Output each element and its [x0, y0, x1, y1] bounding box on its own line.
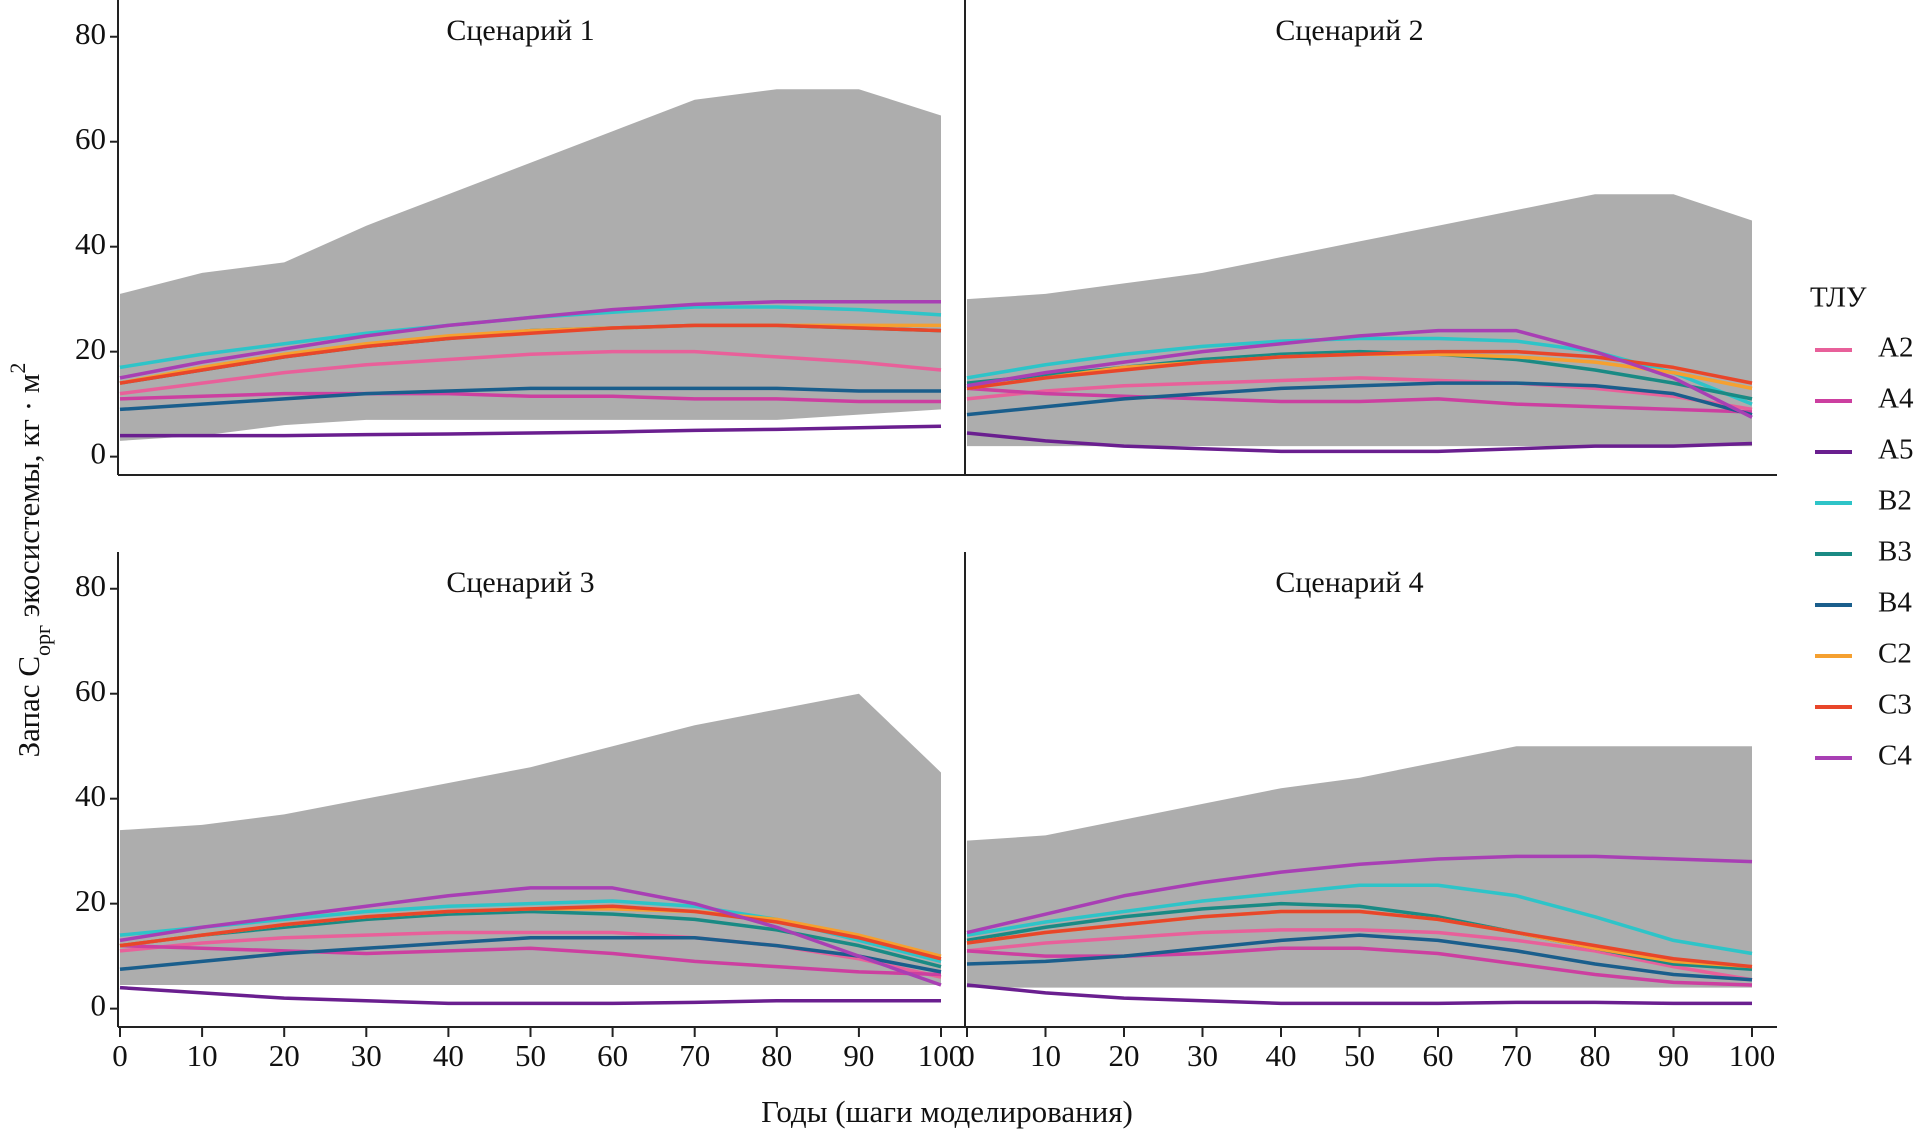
series-line: [966, 854, 1753, 935]
series-line: [966, 328, 1753, 419]
x-tick-label: 90: [1658, 1038, 1689, 1073]
series-line: [119, 391, 941, 404]
legend-label: B2: [1878, 485, 1912, 517]
legend-label: A4: [1878, 383, 1914, 415]
y-axis-label: Запас Cорг экосистемы, кг · м2: [5, 363, 55, 758]
y-tick-label: 80: [75, 568, 106, 603]
y-tick-label: 40: [75, 778, 106, 813]
series-line: [966, 983, 1752, 1006]
series-line: [120, 424, 942, 438]
series-line: [966, 928, 1753, 982]
x-tick-label: 70: [679, 1038, 710, 1073]
panel-title: Сценарий 3: [446, 566, 594, 599]
y-tick-label: 40: [75, 226, 106, 261]
series-line: [966, 883, 1753, 956]
x-tick-label: 0: [959, 1038, 975, 1073]
x-tick-label: 30: [1187, 1038, 1218, 1073]
x-tick-label: 20: [1109, 1038, 1140, 1073]
legend-label: C4: [1878, 740, 1912, 772]
legend-label: B4: [1878, 587, 1912, 619]
series-line: [966, 909, 1753, 969]
x-tick-label: 10: [187, 1038, 218, 1073]
x-tick-label: 100: [918, 1038, 965, 1073]
series-line: [119, 985, 941, 1006]
y-tick-label: 0: [91, 436, 107, 471]
y-label-sub: орг: [30, 625, 55, 656]
x-tick-label: 50: [1344, 1038, 1375, 1073]
x-axis-label: Годы (шаги моделирования): [761, 1094, 1133, 1129]
legend-label: B3: [1878, 536, 1912, 568]
series-line: [966, 431, 1753, 454]
x-tick-label: 40: [433, 1038, 464, 1073]
x-tick-label: 100: [1729, 1038, 1776, 1073]
y-tick-label: 60: [75, 121, 106, 156]
panel-title: Сценарий 1: [446, 14, 594, 47]
x-tick-label: 20: [269, 1038, 300, 1073]
series-line: [119, 349, 942, 396]
x-tick-label: 80: [1580, 1038, 1611, 1073]
panel-title: Сценарий 2: [1275, 14, 1423, 47]
x-tick-label: 40: [1266, 1038, 1297, 1073]
x-tick-label: 0: [112, 1038, 128, 1073]
x-tick-label: 30: [351, 1038, 382, 1073]
x-tick-label: 60: [597, 1038, 628, 1073]
x-tick-label: 80: [761, 1038, 792, 1073]
series-line: [119, 886, 942, 987]
x-tick-label: 60: [1423, 1038, 1454, 1073]
legend-label: A5: [1878, 434, 1913, 466]
y-tick-label: 0: [91, 988, 107, 1023]
simulation-envelope: [967, 746, 1752, 988]
series-line: [966, 376, 1753, 412]
y-tick-label: 80: [75, 16, 106, 51]
y-label-part: экосистемы, кг · м: [11, 374, 46, 625]
y-tick-label: 60: [75, 673, 106, 708]
series-line: [119, 943, 942, 977]
series-line: [119, 936, 942, 974]
series-line: [119, 386, 941, 412]
series-line: [966, 381, 1753, 417]
x-tick-label: 70: [1501, 1038, 1532, 1073]
y-label-part: Запас C: [11, 656, 46, 757]
series-line: [119, 904, 942, 961]
y-tick-label: 20: [75, 883, 106, 918]
x-tick-label: 10: [1030, 1038, 1061, 1073]
panel-title: Сценарий 4: [1275, 566, 1423, 599]
legend-label: C2: [1878, 638, 1912, 670]
y-tick-label: 20: [75, 331, 106, 366]
series-line: [966, 386, 1753, 414]
x-tick-label: 90: [843, 1038, 874, 1073]
y-label-sup: 2: [5, 363, 30, 374]
x-tick-label: 50: [515, 1038, 546, 1073]
legend-title: ТЛУ: [1810, 282, 1867, 314]
series-line: [119, 323, 942, 385]
legend-label: A2: [1878, 332, 1913, 364]
series-line: [966, 933, 1753, 982]
legend-label: C3: [1878, 689, 1912, 721]
series-line: [119, 300, 941, 380]
